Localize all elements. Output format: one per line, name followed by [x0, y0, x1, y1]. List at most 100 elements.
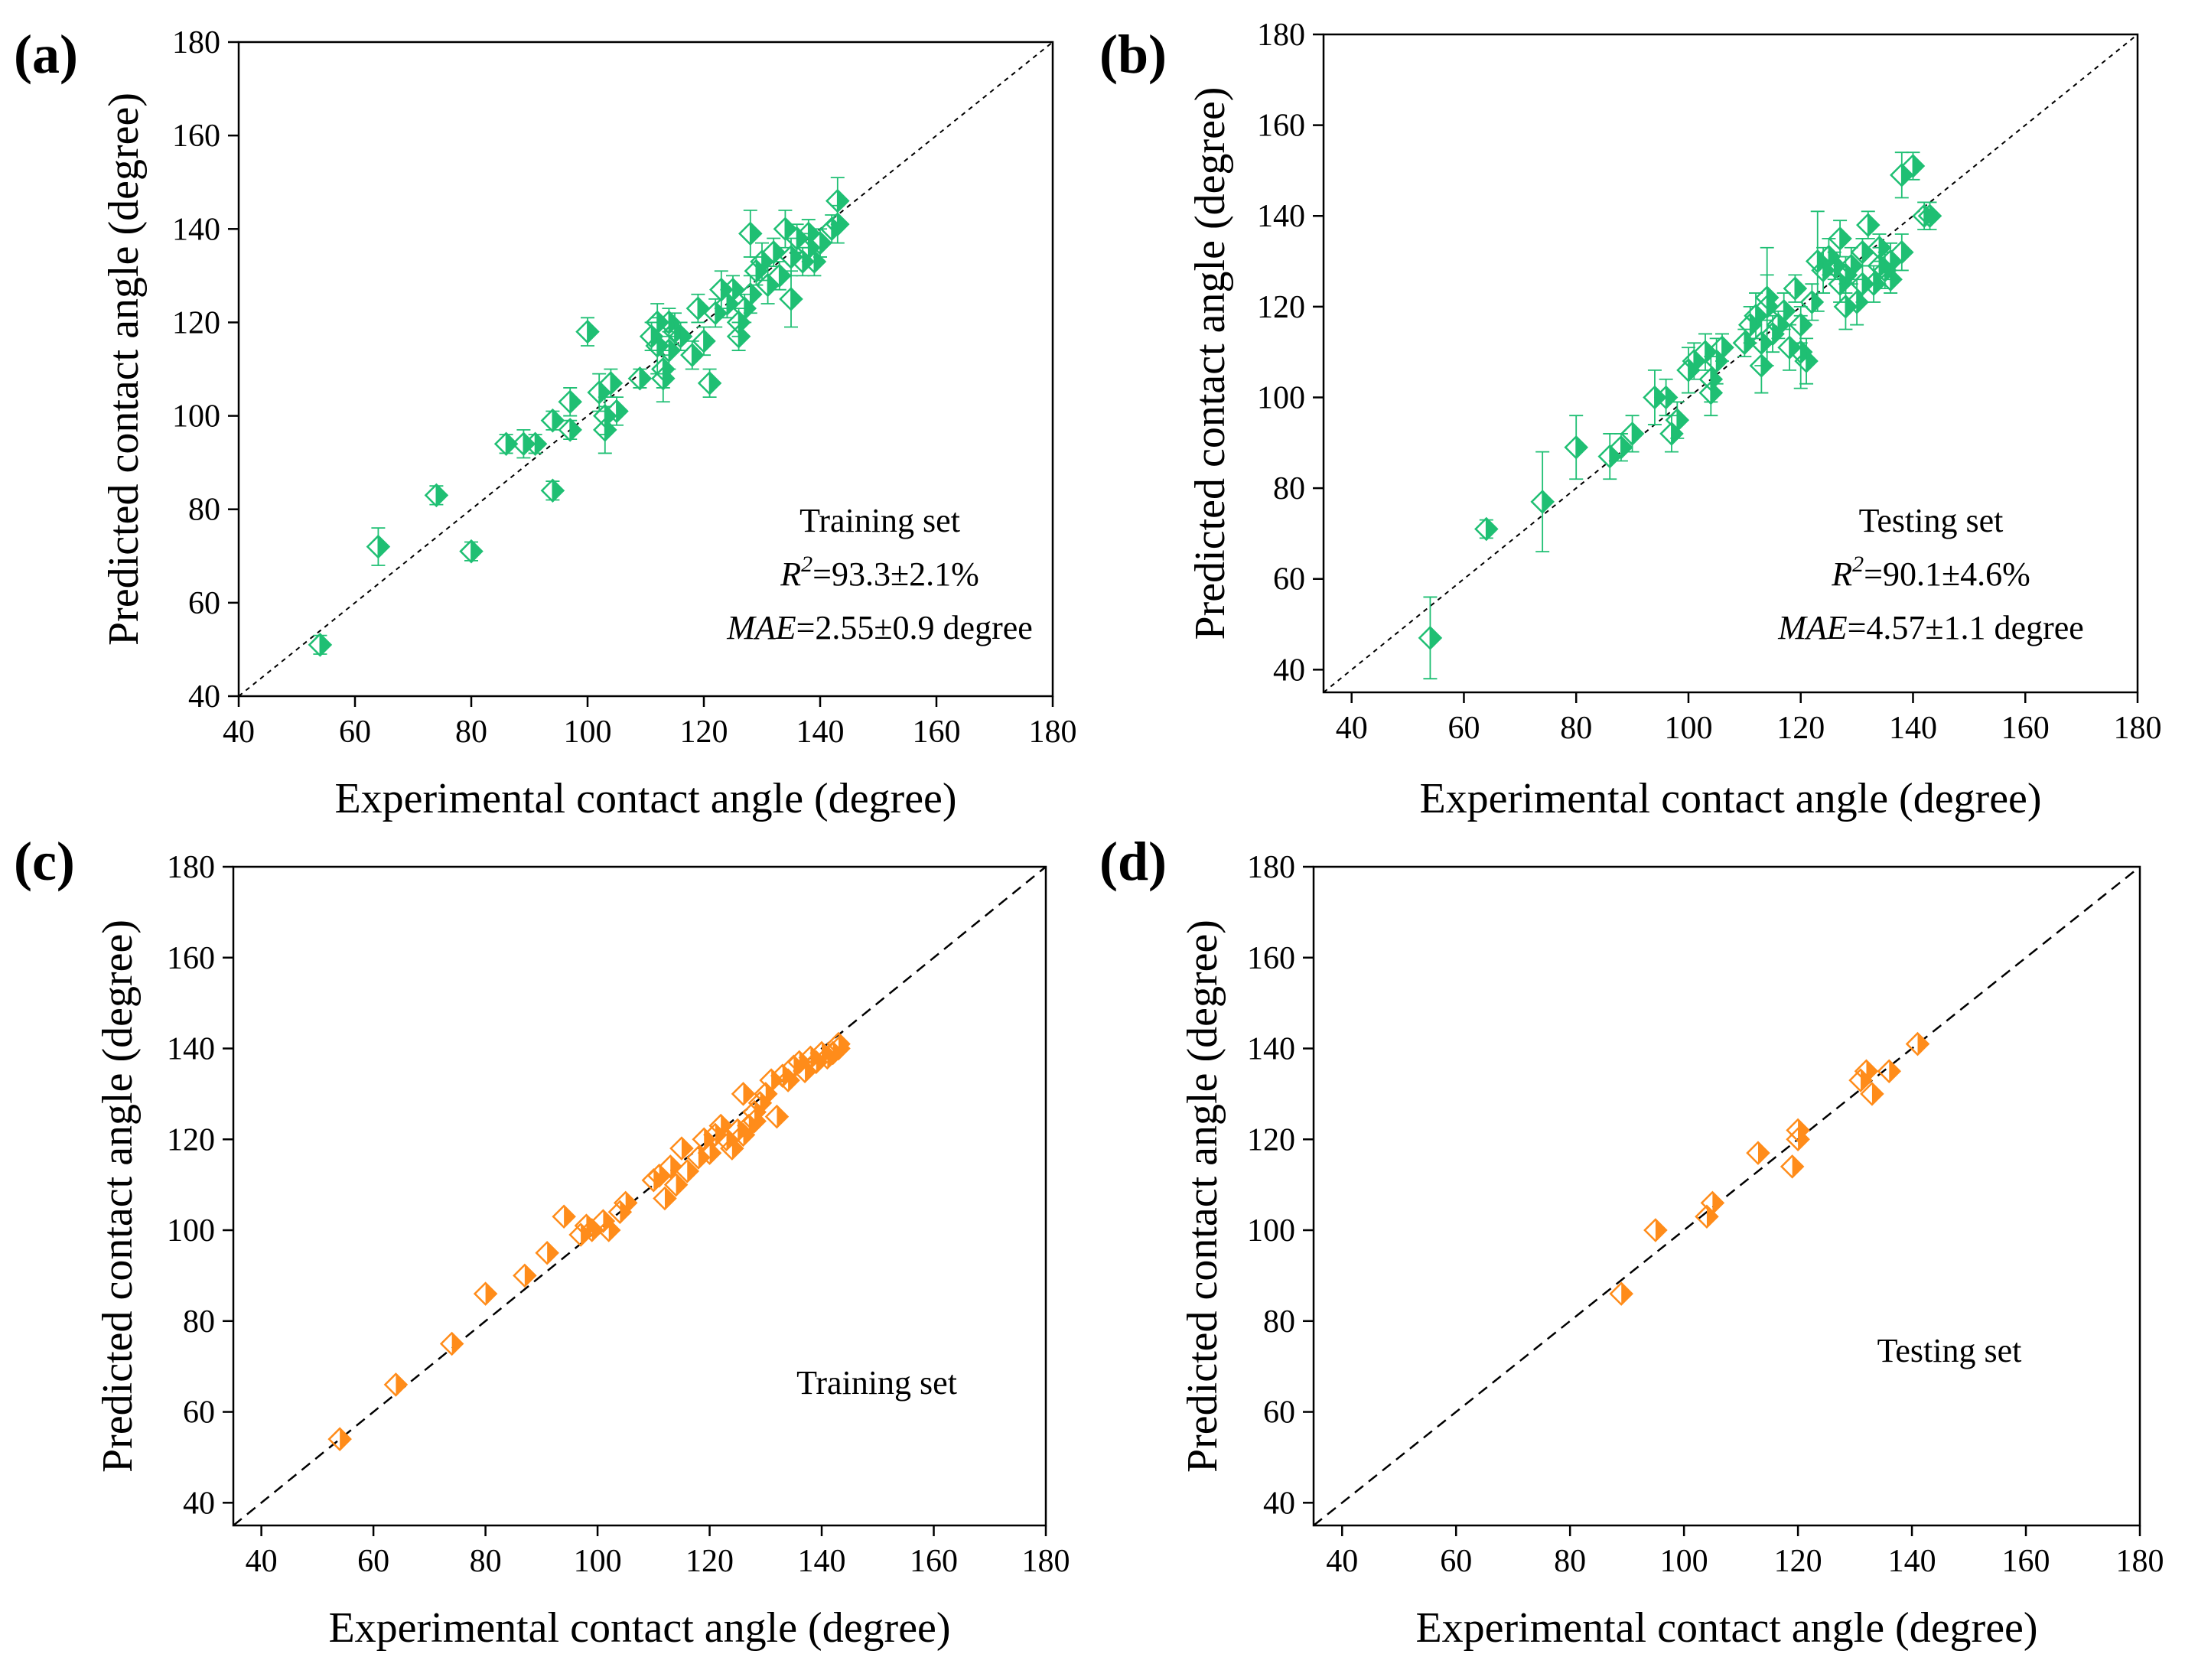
marker-fill	[1767, 287, 1778, 308]
x-tick-label: 40	[223, 715, 255, 750]
y-tick-label: 80	[1273, 471, 1305, 506]
data-point	[742, 1109, 767, 1134]
data-point	[738, 209, 763, 258]
data-point	[1856, 210, 1881, 239]
annotation-set-label: Testing set	[1877, 1332, 2022, 1369]
marker-outline	[424, 483, 449, 508]
x-tick-label: 140	[798, 1544, 846, 1579]
marker-outline	[784, 226, 809, 251]
marker-fill	[471, 540, 482, 562]
marker-outline	[1838, 253, 1864, 278]
marker-outline	[1746, 1141, 1770, 1165]
marker-outline	[1732, 330, 1757, 356]
y-tick-label: 140	[1247, 1032, 1295, 1067]
marker-outline	[1833, 295, 1858, 319]
y-tick-label: 140	[167, 1032, 215, 1067]
data-point	[764, 1104, 790, 1129]
x-axis-label: Experimental contact angle (degree)	[328, 1604, 950, 1652]
marker-outline	[596, 1218, 621, 1242]
marker-outline	[1777, 335, 1802, 360]
y-tick-label: 60	[1263, 1395, 1295, 1431]
x-tick-label: 180	[2114, 711, 2162, 746]
marker-outline	[1917, 203, 1942, 229]
y-tick-label: 160	[172, 119, 220, 154]
marker-outline	[651, 357, 676, 382]
marker-outline	[825, 188, 850, 213]
marker-fill	[1866, 1060, 1877, 1083]
marker-outline	[1749, 353, 1774, 378]
marker-fill	[1486, 518, 1497, 540]
y-tick-label: 100	[167, 1213, 215, 1249]
marker-fill	[750, 223, 761, 245]
marker-fill	[1666, 386, 1677, 409]
marker-outline	[593, 418, 617, 442]
x-tick-label: 60	[1447, 711, 1480, 746]
data-point	[1771, 292, 1796, 330]
marker-fill	[552, 480, 564, 502]
marker-outline	[1788, 340, 1813, 364]
marker-fill	[681, 1138, 692, 1160]
data-point	[825, 177, 850, 226]
marker-fill	[523, 433, 535, 455]
marker-outline	[308, 633, 333, 657]
marker-fill	[535, 433, 546, 455]
data-point	[604, 396, 629, 426]
marker-outline	[1786, 1118, 1810, 1143]
marker-outline	[598, 371, 624, 396]
data-point	[1710, 333, 1734, 362]
marker-outline	[779, 287, 803, 311]
marker-fill	[709, 372, 721, 394]
marker-fill	[1868, 214, 1879, 236]
data-point	[653, 1186, 677, 1211]
marker-fill	[1901, 241, 1913, 263]
marker-outline	[1850, 272, 1875, 296]
marker-outline	[726, 324, 751, 349]
y-tick-label: 80	[188, 493, 220, 528]
data-point	[1564, 415, 1588, 480]
marker-outline	[1816, 244, 1841, 269]
y-tick-label: 100	[1247, 1213, 1295, 1249]
marker-fill	[617, 400, 627, 422]
marker-fill	[1632, 422, 1643, 444]
marker-outline	[1418, 626, 1443, 650]
marker-fill	[588, 321, 598, 343]
marker-outline	[1643, 385, 1667, 410]
data-point	[1530, 451, 1555, 553]
data-point	[613, 1190, 638, 1216]
marker-outline	[604, 399, 629, 424]
data-point	[1609, 433, 1633, 462]
x-axis-label: Experimental contact angle (degree)	[1419, 775, 2041, 822]
marker-outline	[651, 366, 676, 391]
marker-fill	[570, 418, 581, 441]
data-point	[540, 408, 565, 433]
y-tick-label: 60	[188, 586, 220, 621]
marker-outline	[1860, 1082, 1884, 1106]
marker-fill	[653, 1169, 665, 1191]
marker-outline	[1780, 1154, 1805, 1179]
marker-outline	[692, 329, 716, 353]
marker-outline	[1867, 235, 1892, 260]
panel-label: (d)	[1099, 831, 1167, 892]
data-point	[1917, 201, 1942, 230]
data-point	[1828, 220, 1852, 258]
marker-outline	[669, 1136, 694, 1161]
data-point	[1474, 516, 1499, 542]
data-point	[1860, 1082, 1884, 1106]
marker-outline	[1854, 1059, 1879, 1083]
data-point	[1783, 274, 1808, 303]
x-tick-label: 140	[796, 715, 845, 750]
y-tick-label: 140	[172, 212, 220, 247]
y-tick-label: 80	[1263, 1304, 1295, 1340]
marker-outline	[591, 1209, 616, 1233]
data-point	[1877, 1059, 1902, 1083]
marker-fill	[1542, 490, 1554, 513]
marker-fill	[676, 1174, 687, 1196]
annotation-mae: MAE=2.55±0.9 degree	[726, 609, 1033, 646]
marker-fill	[396, 1373, 407, 1395]
panel-label: (a)	[14, 24, 78, 85]
marker-outline	[1530, 490, 1555, 514]
data-point	[558, 418, 582, 442]
marker-fill	[378, 536, 389, 558]
marker-fill	[1712, 1192, 1724, 1214]
marker-fill	[1901, 164, 1913, 186]
